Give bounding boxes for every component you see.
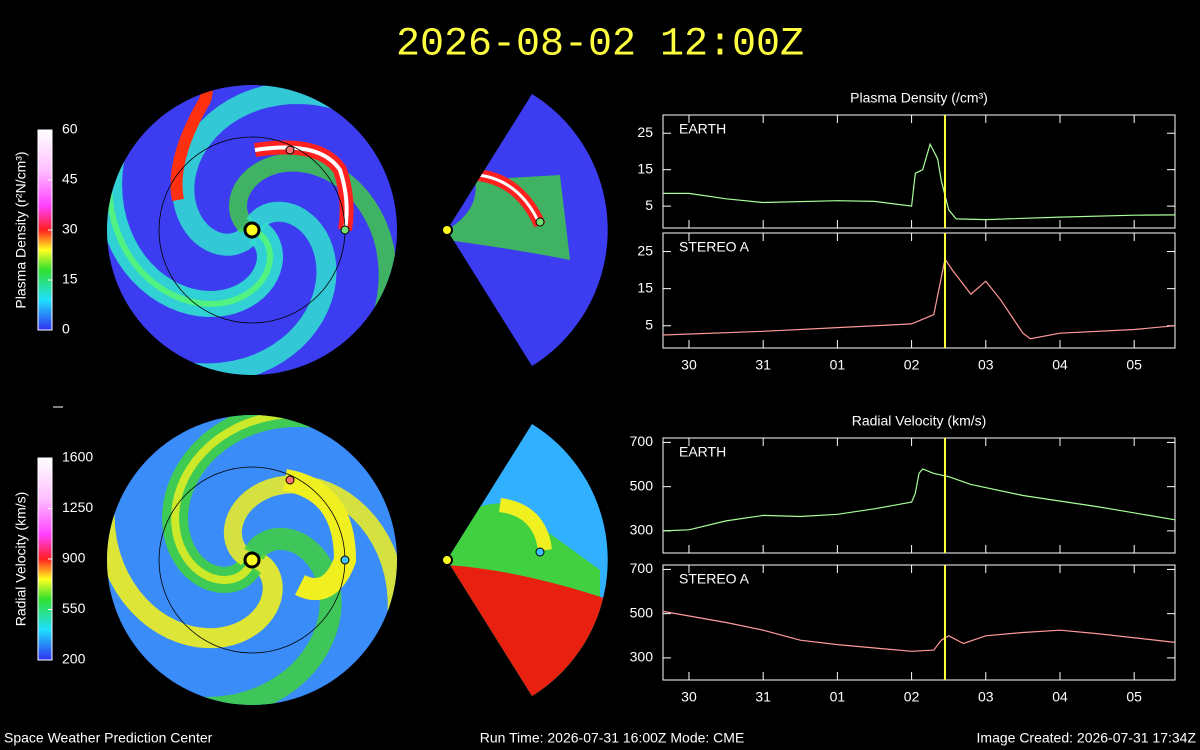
y-tick-label: 5 [645,316,653,332]
colorbar-tick-label: 550 [62,600,86,616]
x-tick-label: 05 [1126,689,1142,705]
y-tick-label: 500 [630,477,654,493]
y-tick-label: 15 [637,160,653,176]
panel-label: EARTH [679,121,726,137]
spiral-arm [107,195,337,375]
plot-frame [662,564,1176,681]
panel-label: STEREO A [679,571,750,587]
colorbar-tick-label: 60 [62,121,78,137]
colorbar-tick-label: 30 [62,221,78,237]
x-tick-label: 30 [681,357,697,373]
x-tick-label: 01 [830,689,846,705]
x-tick-label: 01 [830,357,846,373]
colorbar-tick-label: 200 [62,651,86,667]
series-line [662,610,1176,652]
density-wedge [447,94,608,366]
plot-frame [662,114,1176,229]
y-tick-label: 700 [630,560,654,576]
colorbar-tick-label: 900 [62,550,86,566]
spiral-arm [107,85,289,308]
plot-frame [662,232,1176,349]
colorbar-tick-label: 15 [62,271,78,287]
x-tick-label: 30 [681,689,697,705]
series-line [663,142,1176,221]
spiral-arm [172,85,397,294]
spiral-arm [182,153,397,375]
y-tick-label: 300 [630,522,654,538]
x-tick-label: 31 [755,357,771,373]
footer-left: Space Weather Prediction Center [4,730,213,746]
y-tick-label: 700 [630,433,654,449]
x-tick-label: 04 [1052,689,1068,705]
footer-center: Run Time: 2026-07-31 16:00Z Mode: CME [480,730,745,746]
model-images [53,85,608,705]
panel-label: EARTH [679,444,726,460]
spiral-arm [223,475,397,705]
colorbar-tick-label: 0 [62,321,70,337]
series-line [662,468,1176,532]
x-tick-label: 05 [1126,357,1142,373]
chart-title: Radial Velocity (km/s) [852,413,987,429]
x-tick-label: 03 [978,357,994,373]
y-tick-label: 500 [630,604,654,620]
chart-title: Plasma Density (/cm³) [850,90,988,106]
x-tick-label: 03 [978,689,994,705]
y-tick-label: 25 [637,242,653,258]
velocity-wedge [447,424,608,696]
colorbar-label: Plasma Density (r²N/cm³) [13,151,29,308]
series-line [662,257,1176,340]
x-tick-label: 02 [904,689,920,705]
x-tick-label: 02 [904,357,920,373]
y-tick-label: 5 [645,197,653,213]
page-title: 2026-08-02 12:00Z [396,23,804,68]
footer-right: Image Created: 2026-07-31 17:34Z [977,730,1197,746]
velocity-disk [107,415,397,705]
y-tick-label: 15 [637,279,653,295]
colorbar-label: Radial Velocity (km/s) [13,492,29,627]
x-tick-label: 04 [1052,357,1068,373]
plot-frame [662,437,1176,554]
colorbar-tick-label: 45 [62,171,78,187]
panel-label: STEREO A [679,239,750,255]
y-tick-label: 25 [637,124,653,140]
colorbar-tick-label: 1600 [62,449,93,465]
spiral-arm [171,415,397,585]
y-tick-label: 300 [630,649,654,665]
x-tick-label: 31 [755,689,771,705]
colorbar-tick-label: 1250 [62,499,93,515]
